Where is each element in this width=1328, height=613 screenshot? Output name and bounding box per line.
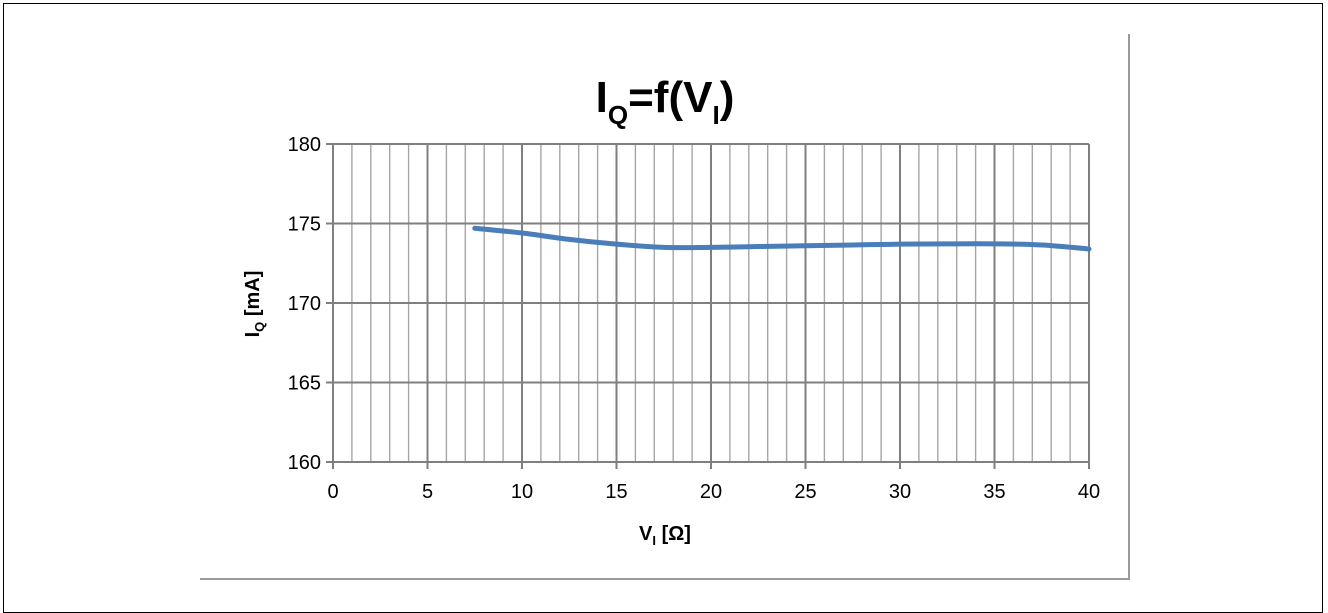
y-tick-labels: 180 175 170 165 160 xyxy=(288,134,321,474)
chart-title-text: IQ=f(VI) xyxy=(596,73,735,130)
x-tick-label: 0 xyxy=(327,481,338,503)
y-tick-label: 170 xyxy=(288,293,321,315)
x-tick-labels: 0 5 10 15 20 25 30 35 40 xyxy=(327,481,1100,503)
x-axis-label-sub: I xyxy=(652,533,656,548)
x-axis-label-unit: [Ω] xyxy=(656,523,691,545)
x-tick-label: 20 xyxy=(700,481,722,503)
title-main: I xyxy=(596,73,608,122)
title-sub2: I xyxy=(712,100,719,130)
y-axis-label: IQ [mA] xyxy=(242,271,267,338)
x-axis-label-main: V xyxy=(639,523,653,545)
y-axis-label-unit: [mA] xyxy=(242,271,264,322)
y-axis-label-main: I xyxy=(242,332,264,338)
y-tick-label: 165 xyxy=(288,373,321,395)
y-tick-label: 175 xyxy=(288,214,321,236)
x-tick-label: 10 xyxy=(511,481,533,503)
y-tick-label: 160 xyxy=(288,452,321,474)
x-tick-label: 30 xyxy=(889,481,911,503)
series-layer xyxy=(472,225,1092,252)
title-sub: Q xyxy=(608,100,628,130)
x-tick-label: 25 xyxy=(794,481,816,503)
x-tick-label: 35 xyxy=(983,481,1005,503)
x-tick-label: 5 xyxy=(422,481,433,503)
x-tick-label: 15 xyxy=(605,481,627,503)
series-line xyxy=(472,225,1092,252)
chart-title: IQ=f(VI) xyxy=(596,73,735,130)
x-tick-label: 40 xyxy=(1078,481,1100,503)
title-end: ) xyxy=(720,73,735,122)
y-axis-label-sub: Q xyxy=(252,322,267,332)
chart-area: IQ=f(VI) 180 175 170 165 160 0 5 10 15 20 25 30 35 4… xyxy=(200,34,1130,580)
grid xyxy=(326,143,1090,469)
title-mid: =f(V xyxy=(628,73,713,122)
y-tick-label: 180 xyxy=(288,134,321,156)
x-axis-label: VI [Ω] xyxy=(639,523,691,548)
